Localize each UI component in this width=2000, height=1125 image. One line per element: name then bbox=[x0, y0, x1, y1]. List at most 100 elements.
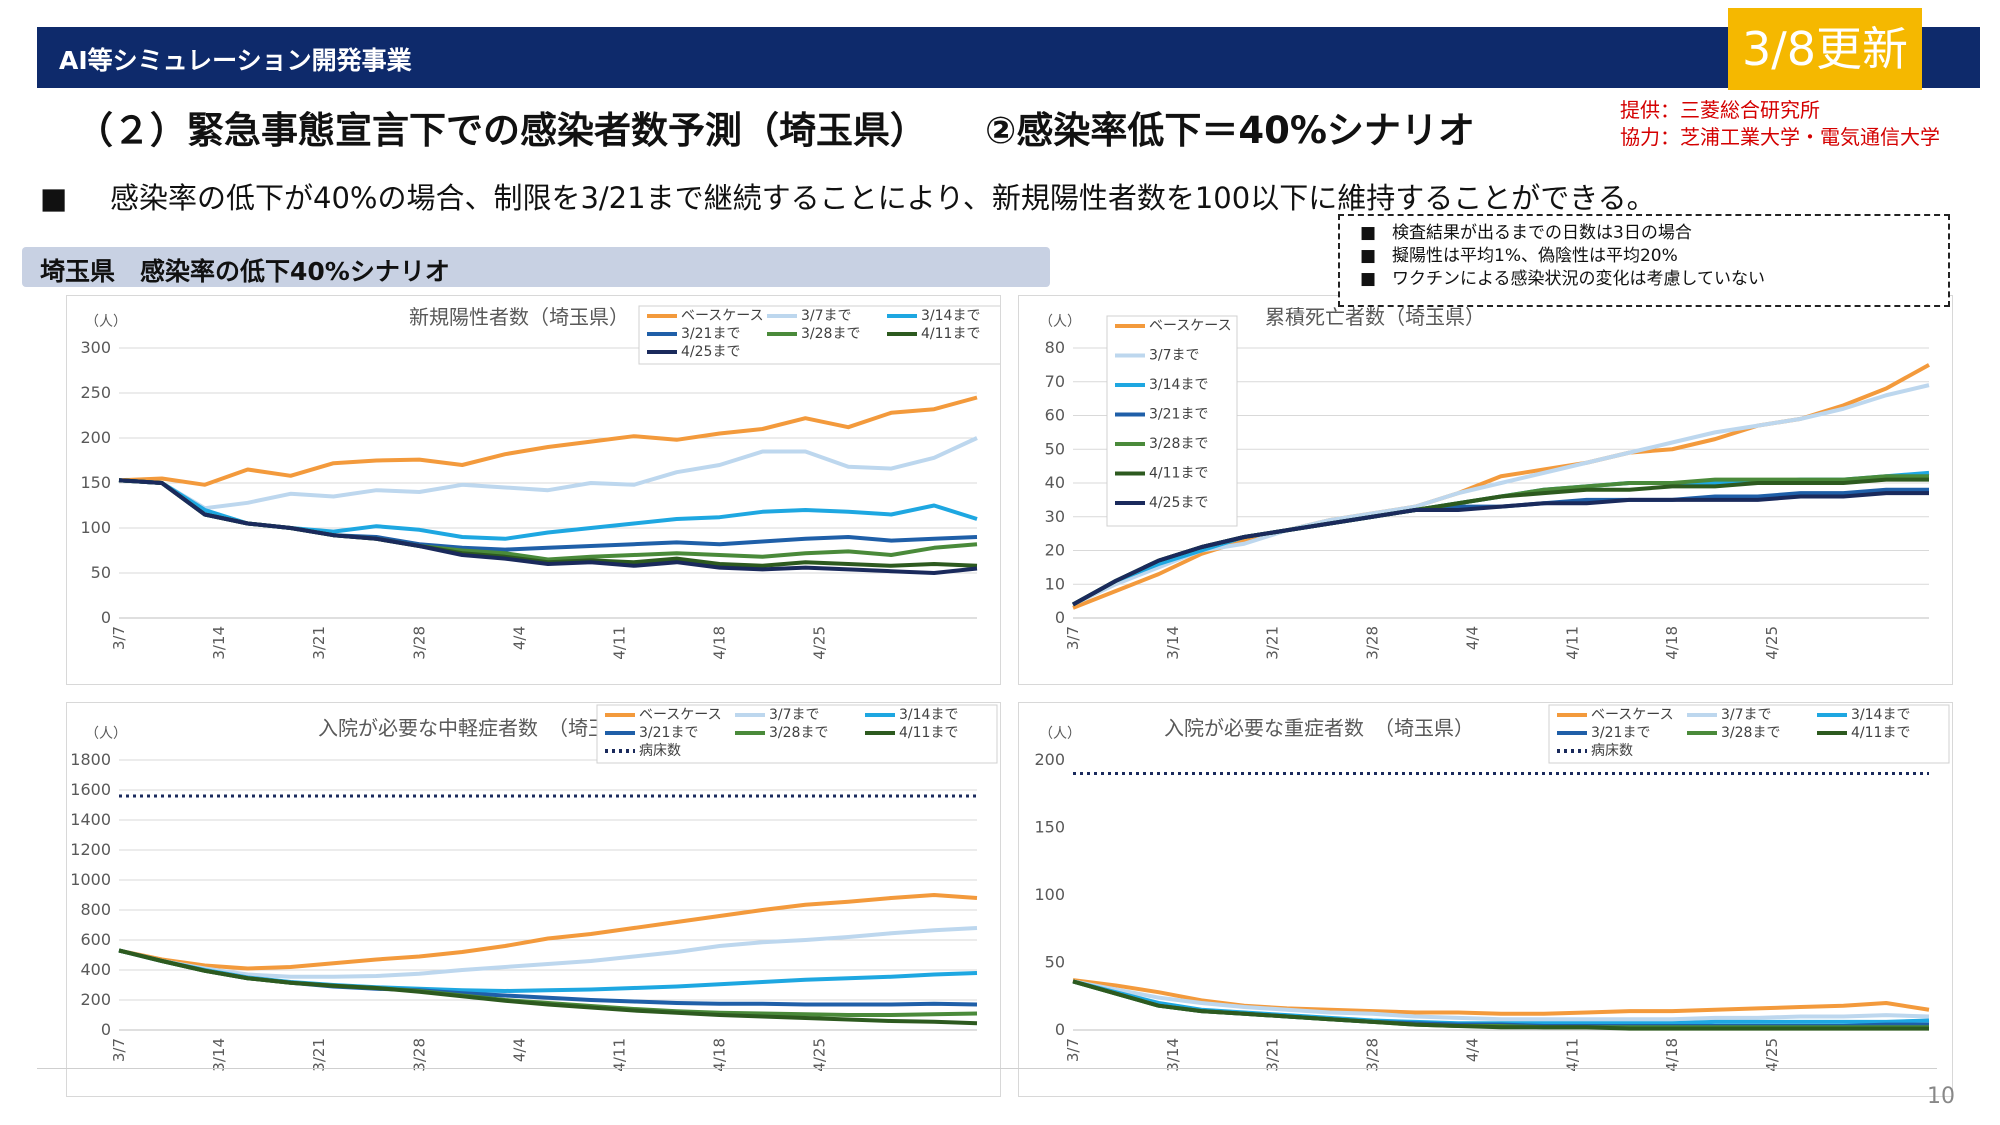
update-badge: 3/8更新 bbox=[1728, 8, 1922, 90]
x-tick-label: 3/7 bbox=[110, 1038, 128, 1062]
y-tick-label: 40 bbox=[1045, 473, 1065, 492]
legend-box bbox=[1548, 704, 1950, 764]
section-subheader: 埼玉県 感染率の低下40%シナリオ bbox=[22, 247, 1050, 287]
note-item: ■ 擬陽性は平均1%、偽陰性は平均20% bbox=[1360, 246, 1678, 266]
legend-box bbox=[638, 305, 1000, 365]
series-line bbox=[1072, 978, 1930, 1016]
legend-label: 3/28まで bbox=[801, 326, 860, 342]
legend-label: 3/7まで bbox=[1721, 707, 1772, 723]
legend-label: 3/14まで bbox=[899, 707, 958, 723]
legend-label: 3/14まで bbox=[921, 308, 980, 324]
y-tick-label: 1200 bbox=[70, 840, 111, 859]
x-tick-label: 4/4 bbox=[1463, 1038, 1481, 1062]
legend-label: 3/7まで bbox=[769, 707, 820, 723]
legend-label: 3/28まで bbox=[1149, 436, 1208, 452]
x-tick-label: 3/14 bbox=[1164, 626, 1182, 660]
y-tick-label: 50 bbox=[1045, 953, 1065, 972]
y-unit-label: （人） bbox=[1039, 314, 1081, 330]
series-line bbox=[118, 948, 978, 993]
x-tick-label: 3/28 bbox=[410, 626, 428, 660]
chart-svg: 0 50 100 150 200 250 300 （人） 3/7 3/14 3/21 3/28 4/4 4… bbox=[80, 305, 1000, 660]
assumptions-note: ■ 検査結果が出るまでの日数は3日の場合 ■ 擬陽性は平均1%、偽陰性は平均20% … bbox=[1338, 214, 1950, 307]
bullet-marker: ■ bbox=[40, 181, 68, 215]
x-tick-label: 3/21 bbox=[310, 1038, 328, 1072]
x-tick-label: 4/18 bbox=[711, 1038, 729, 1072]
x-tick-label: 4/18 bbox=[1663, 1038, 1681, 1072]
y-tick-label: 600 bbox=[80, 930, 111, 949]
severe-inpatients-chart: 0 50 100 150 200 （人） 3/7 3/14 3/21 3/28 4/4 4/11 4/1… bbox=[1018, 702, 1953, 1097]
main-bullet: ■ 感染率の低下が40%の場合、制限を3/21まで継続することにより、新規陽性者数… bbox=[40, 175, 1656, 217]
x-tick-label: 4/25 bbox=[1763, 626, 1781, 660]
legend-label: 3/21まで bbox=[639, 725, 698, 741]
x-tick-label: 4/4 bbox=[1463, 626, 1481, 650]
series-line bbox=[1072, 979, 1930, 1022]
y-tick-label: 150 bbox=[80, 473, 111, 492]
y-tick-label: 0 bbox=[1055, 608, 1065, 627]
y-tick-label: 0 bbox=[101, 1020, 111, 1039]
legend-label: 4/25まで bbox=[1149, 495, 1208, 511]
chart-svg: 0 10 20 30 40 50 60 70 80 （人） 3/7 3/14 3/21 3/28 4/4 4/… bbox=[1039, 305, 1930, 660]
y-tick-label: 0 bbox=[1055, 1020, 1065, 1039]
chart-title: 新規陽性者数（埼玉県） bbox=[409, 305, 629, 329]
x-tick-label: 3/14 bbox=[1164, 1038, 1182, 1072]
x-tick-label: 4/4 bbox=[510, 626, 528, 650]
y-tick-label: 800 bbox=[80, 900, 111, 919]
subheader-text: 埼玉県 感染率の低下40%シナリオ bbox=[40, 257, 450, 286]
x-tick-label: 3/14 bbox=[210, 1038, 228, 1072]
y-tick-label: 200 bbox=[80, 428, 111, 447]
series-line bbox=[1072, 491, 1929, 607]
legend-label: 3/7まで bbox=[1149, 348, 1200, 364]
x-tick-label: 3/7 bbox=[1064, 626, 1082, 650]
x-tick-label: 4/25 bbox=[811, 1038, 829, 1072]
legend-label: ベースケース bbox=[1149, 318, 1232, 334]
x-tick-label: 4/11 bbox=[611, 626, 629, 660]
legend-label: 4/11まで bbox=[921, 326, 980, 342]
legend-label: 3/14まで bbox=[1851, 707, 1910, 723]
x-tick-label: 3/14 bbox=[210, 626, 228, 660]
x-tick-label: 4/11 bbox=[1563, 626, 1581, 660]
y-tick-label: 1800 bbox=[70, 750, 111, 769]
y-tick-label: 300 bbox=[80, 338, 111, 357]
y-tick-label: 70 bbox=[1045, 372, 1065, 391]
x-tick-label: 3/7 bbox=[110, 626, 128, 650]
x-tick-label: 3/28 bbox=[1364, 1038, 1382, 1072]
footer-divider bbox=[37, 1068, 1937, 1069]
page-number: 10 bbox=[1927, 1084, 1955, 1109]
y-tick-label: 100 bbox=[80, 518, 111, 537]
y-tick-label: 50 bbox=[1045, 439, 1065, 458]
y-tick-label: 50 bbox=[91, 563, 111, 582]
y-tick-label: 200 bbox=[80, 990, 111, 1009]
new-cases-chart: 0 50 100 150 200 250 300 （人） 3/7 3/14 3/21 3/28 4/4 4… bbox=[66, 295, 1001, 685]
x-tick-label: 3/21 bbox=[1264, 1038, 1282, 1072]
scenario-title: ②感染率低下＝40%シナリオ bbox=[985, 109, 1475, 152]
x-tick-label: 4/25 bbox=[1763, 1038, 1781, 1072]
legend-label: 4/25まで bbox=[681, 344, 740, 360]
legend-label: ベースケース bbox=[639, 707, 722, 723]
y-tick-label: 250 bbox=[80, 383, 111, 402]
series-line bbox=[118, 478, 978, 575]
x-tick-label: 3/7 bbox=[1064, 1038, 1082, 1062]
y-tick-label: 80 bbox=[1045, 338, 1065, 357]
legend-label: 3/21まで bbox=[681, 326, 740, 342]
top-banner: AI等シミュレーション開発事業 bbox=[37, 27, 1980, 88]
legend-label: 3/21まで bbox=[1591, 725, 1650, 741]
series-line bbox=[1072, 979, 1929, 1031]
legend-box bbox=[1106, 315, 1238, 527]
note-item: ■ 検査結果が出るまでの日数は3日の場合 bbox=[1360, 223, 1692, 243]
legend-label: 3/14まで bbox=[1149, 377, 1208, 393]
legend-label: ベースケース bbox=[681, 308, 764, 324]
y-tick-label: 20 bbox=[1045, 541, 1065, 560]
credit-cooperation: 協力：芝浦工業大学・電気通信大学 bbox=[1620, 125, 1940, 149]
legend-label: 4/11まで bbox=[899, 725, 958, 741]
legend-label: 3/28まで bbox=[769, 725, 828, 741]
series-line bbox=[1072, 383, 1930, 607]
chart-title: 累積死亡者数（埼玉県） bbox=[1265, 305, 1485, 329]
y-unit-label: （人） bbox=[85, 726, 127, 742]
x-tick-label: 4/18 bbox=[1663, 626, 1681, 660]
legend-label: 3/7まで bbox=[801, 308, 852, 324]
y-tick-label: 1400 bbox=[70, 810, 111, 829]
series-line bbox=[118, 395, 978, 487]
note-item: ■ ワクチンによる感染状況の変化は考慮していない bbox=[1360, 269, 1765, 289]
x-tick-label: 3/21 bbox=[310, 626, 328, 660]
series-line bbox=[118, 948, 978, 1026]
